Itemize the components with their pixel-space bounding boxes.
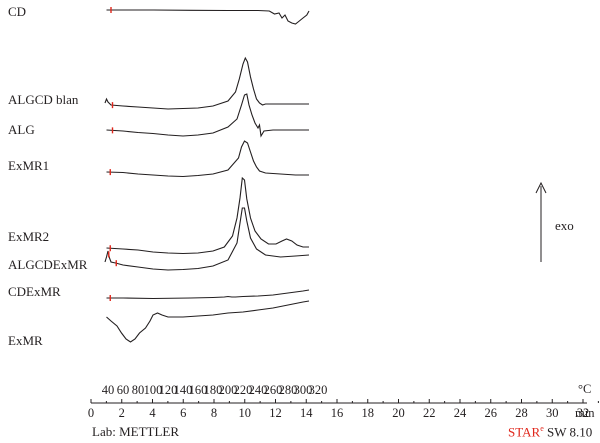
series-label-algcdexmr: ALGCDExMR <box>8 257 88 272</box>
time-tick-label: 12 <box>269 406 282 420</box>
time-tick-label: 20 <box>392 406 405 420</box>
time-tick-label: 4 <box>149 406 156 420</box>
time-tick-label: 2 <box>119 406 125 420</box>
marker-group <box>108 7 117 301</box>
temperature-tick-label: 300 <box>294 383 313 397</box>
temperature-tick-label: 220 <box>234 383 253 397</box>
software-brand-sup: e <box>540 424 544 433</box>
curve-exmr1 <box>106 140 309 178</box>
time-tick-label: 10 <box>239 406 252 420</box>
curve-cd <box>106 9 310 25</box>
curve-algcdexmr <box>104 207 310 271</box>
temperature-tick-label: 60 <box>117 383 130 397</box>
time-tick-label: 28 <box>515 406 528 420</box>
temperature-tick-labels: 40 60 80 1001201401601802002202402602803003… <box>102 383 328 397</box>
software-brand: STAR <box>508 424 541 440</box>
time-tick-label: 14 <box>300 406 313 420</box>
time-tick-label: 0 <box>88 406 94 420</box>
temperature-tick-label: 100 <box>144 383 163 397</box>
time-tick-label: 26 <box>485 406 498 420</box>
temperature-unit-label: °C <box>578 382 591 396</box>
temperature-tick-label: 240 <box>249 383 268 397</box>
software-version: SW 8.10 <box>543 424 593 440</box>
time-tick-label: 30 <box>546 406 559 420</box>
curve-algcd-blan <box>104 56 309 110</box>
time-tick-label: 8 <box>211 406 217 420</box>
exo-indicator: exo <box>535 181 574 262</box>
temperature-tick-label: 80 <box>132 383 145 397</box>
time-tick-label: 32 <box>577 406 590 420</box>
lab-label: Lab: METTLER <box>92 424 180 439</box>
time-axis-ticks: 0 2 4 6 8 10 12 14 16 18 20 22 24 26 28 30 32 <box>88 399 599 420</box>
time-unit-label: min <box>575 406 595 420</box>
series-label-exmr: ExMR <box>8 333 43 348</box>
temperature-tick-label: 40 <box>102 383 115 397</box>
temperature-tick-label: 320 <box>309 383 328 397</box>
curve-group <box>104 9 310 343</box>
series-label-exmr1: ExMR1 <box>8 158 49 173</box>
exo-label: exo <box>555 218 574 233</box>
time-tick-label: 22 <box>423 406 436 420</box>
series-label-alg: ALG <box>8 122 35 137</box>
series-label-cd: CD <box>8 4 26 19</box>
temperature-tick-label: 120 <box>159 383 178 397</box>
curve-exmr2 <box>106 176 309 255</box>
series-label-group: CD ALGCD blan ALG ExMR1 ExMR2 ALGCDExMR CDExMR… <box>8 4 88 348</box>
temperature-tick-label: 180 <box>204 383 223 397</box>
series-label-exmr2: ExMR2 <box>8 229 49 244</box>
temperature-tick-label: 260 <box>264 383 283 397</box>
time-tick-label: 24 <box>454 406 467 420</box>
software-version-label: STARe SW 8.10 <box>508 424 592 440</box>
time-tick-label: 6 <box>180 406 186 420</box>
temperature-tick-label: 160 <box>189 383 208 397</box>
series-label-cdexmr: CDExMR <box>8 284 61 299</box>
series-label-algcd-blan: ALGCD blan <box>8 92 79 107</box>
curve-alg <box>106 93 309 138</box>
time-tick-label: 18 <box>362 406 375 420</box>
temperature-tick-label: 200 <box>219 383 238 397</box>
temperature-tick-label: 280 <box>279 383 298 397</box>
curve-cdexmr <box>106 289 310 300</box>
time-tick-label: 16 <box>331 406 344 420</box>
temperature-tick-label: 140 <box>174 383 193 397</box>
exo-arrow-head <box>535 181 547 194</box>
curve-exmr <box>106 300 310 343</box>
